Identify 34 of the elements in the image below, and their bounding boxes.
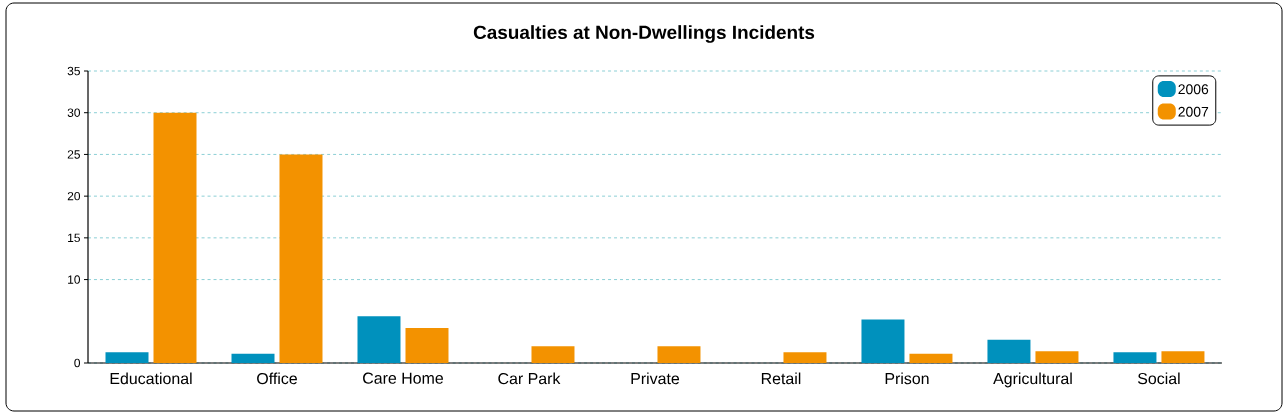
y-tick-label: 25 [67, 150, 80, 159]
x-tick-label: Private [631, 372, 680, 385]
y-tick-label: 20 [67, 191, 81, 201]
bar [405, 327, 449, 363]
bar [861, 319, 905, 363]
bar [153, 112, 197, 363]
bar [357, 316, 401, 363]
x-tick-label: Office [257, 372, 297, 385]
x-tick-label: Car Park [498, 372, 561, 385]
x-tick-label: Educational [110, 372, 192, 385]
x-tick-label: Agricultural [993, 372, 1072, 388]
x-tick-label: Prison [885, 372, 929, 385]
bar [279, 154, 323, 363]
bar [909, 353, 953, 363]
y-tick-label: 30 [67, 108, 81, 117]
bar [105, 352, 149, 363]
x-tick-label: Retail [761, 372, 801, 385]
bar [783, 352, 827, 363]
chart-title: Casualties at Non-Dwellings Incidents [473, 25, 815, 43]
y-tick-label: 15 [68, 233, 80, 243]
legend-label: 2006 [1178, 84, 1209, 95]
bar [987, 339, 1031, 363]
x-tick-label: Social [1137, 372, 1180, 385]
bar [1161, 351, 1205, 363]
bar [1035, 351, 1079, 363]
bar [657, 346, 701, 363]
y-tick-label: 0 [74, 358, 81, 368]
bar [231, 353, 275, 363]
x-tick-label: Care Home [363, 372, 443, 384]
bar [1113, 352, 1157, 363]
legend-label: 2007 [1178, 106, 1209, 117]
y-tick-label: 10 [68, 275, 81, 284]
bar [531, 346, 575, 363]
y-tick-label: 35 [67, 66, 80, 76]
